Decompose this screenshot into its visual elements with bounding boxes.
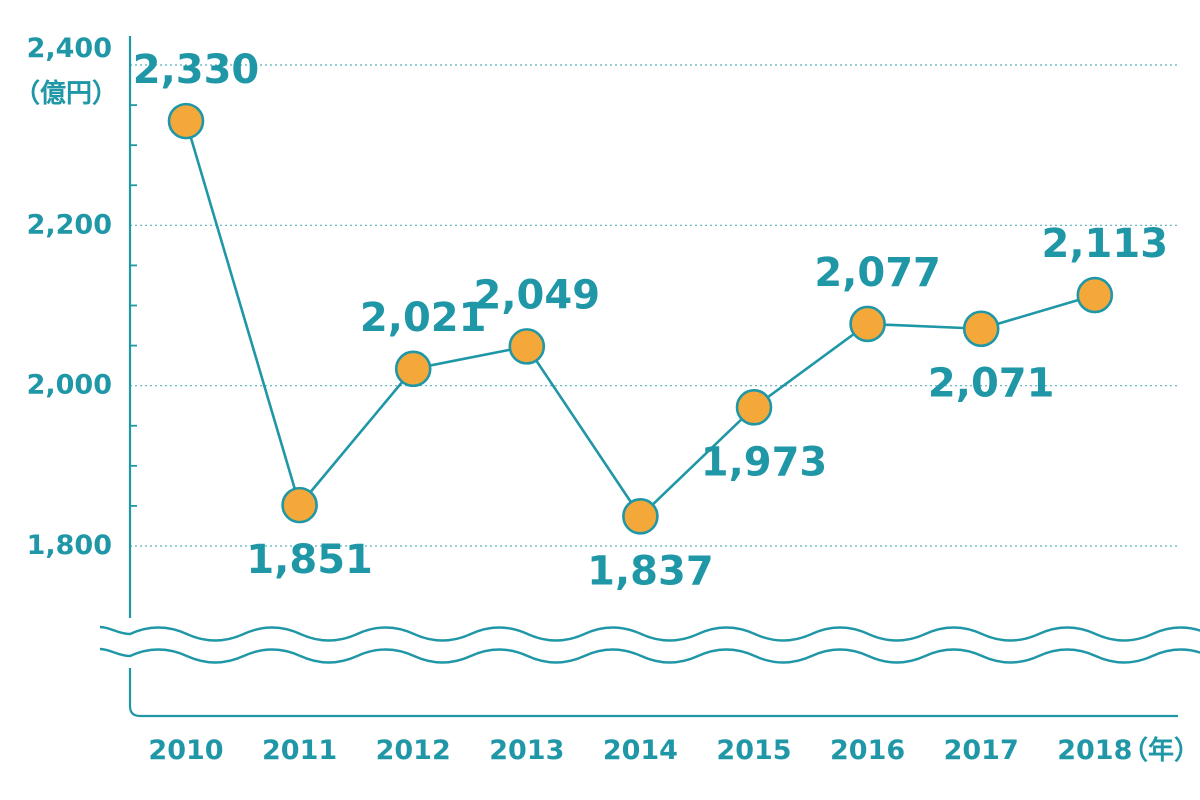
y-unit-label: （億円） bbox=[14, 79, 118, 109]
x-tick-label: 2010 bbox=[148, 735, 223, 766]
x-tick-label: 2013 bbox=[489, 735, 564, 766]
data-points bbox=[167, 102, 1114, 535]
data-label: 2,077 bbox=[814, 250, 941, 296]
data-point bbox=[962, 310, 1000, 348]
y-tick-label: 2,000 bbox=[27, 370, 112, 401]
y-tick-label: 2,200 bbox=[27, 209, 112, 240]
data-label: 2,071 bbox=[928, 361, 1055, 407]
data-point bbox=[508, 328, 546, 365]
series-line bbox=[184, 120, 1096, 519]
data-point bbox=[849, 305, 886, 343]
y-tick-label: 2,400 bbox=[27, 33, 112, 64]
labels: 1,8002,0002,2002,400（億円）2,3301,8512,0212… bbox=[14, 33, 1200, 766]
x-tick-label: 2014 bbox=[603, 735, 678, 766]
axis-line bbox=[128, 36, 1178, 718]
data-point bbox=[167, 102, 205, 140]
data-label: 2,113 bbox=[1042, 221, 1169, 267]
axis-break-wave-lower bbox=[99, 647, 1200, 664]
data-label: 1,973 bbox=[701, 439, 828, 485]
x-tick-label: 2017 bbox=[944, 735, 1019, 766]
series-polyline bbox=[184, 120, 1096, 519]
y-tick-label: 1,800 bbox=[27, 530, 112, 561]
x-unit-label: （年） bbox=[1122, 735, 1200, 766]
data-label: 1,851 bbox=[246, 537, 373, 583]
data-label: 1,837 bbox=[587, 548, 714, 594]
data-label: 2,330 bbox=[133, 47, 260, 93]
data-point bbox=[735, 389, 773, 426]
data-label: 2,021 bbox=[360, 295, 487, 341]
x-tick-label: 2012 bbox=[376, 735, 451, 766]
data-point bbox=[394, 350, 432, 388]
axis-break-wave-upper bbox=[99, 625, 1200, 642]
grid-lines bbox=[130, 64, 1178, 547]
x-tick-label: 2018 bbox=[1057, 735, 1132, 766]
data-point bbox=[281, 486, 318, 524]
x-tick-label: 2016 bbox=[830, 735, 905, 766]
x-tick-label: 2011 bbox=[262, 735, 337, 766]
data-point bbox=[622, 498, 659, 535]
axes bbox=[99, 36, 1200, 718]
x-tick-label: 2015 bbox=[716, 735, 791, 766]
data-label: 2,049 bbox=[474, 272, 601, 318]
data-point bbox=[1076, 276, 1114, 314]
